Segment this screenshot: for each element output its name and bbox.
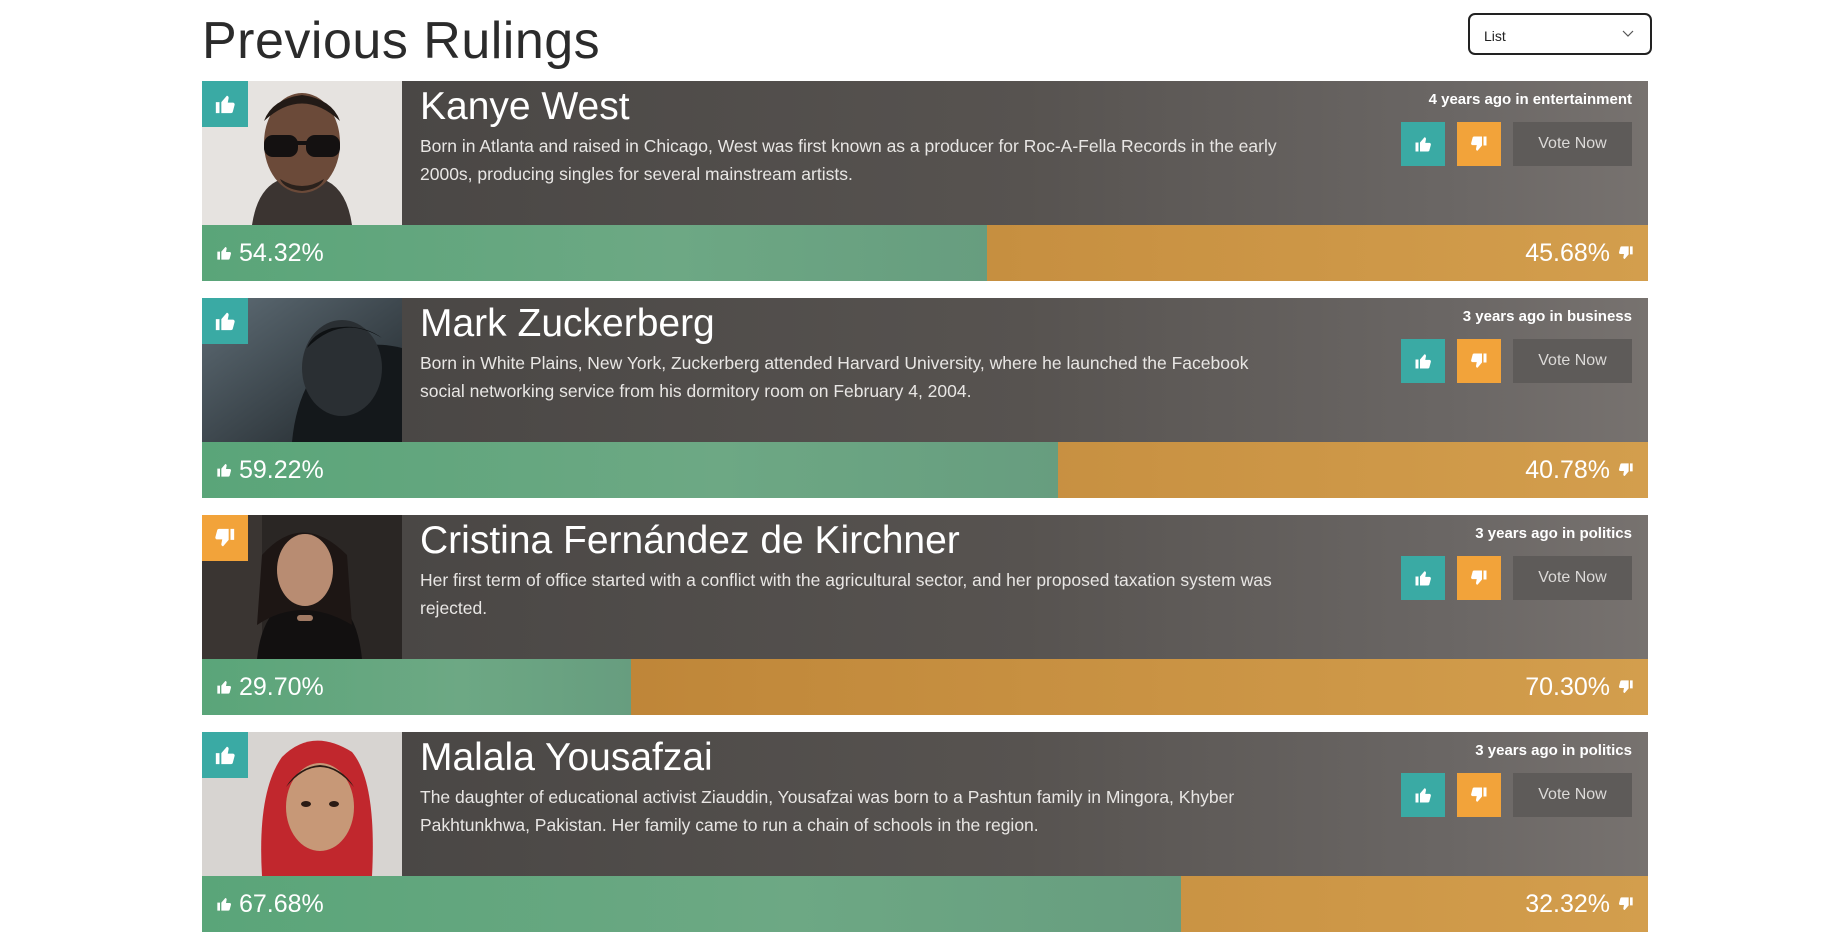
no-percentage: 40.78% bbox=[1525, 442, 1634, 498]
thumbs-down-icon bbox=[1471, 136, 1487, 151]
thumbs-up-icon bbox=[217, 464, 232, 477]
thumbs-down-icon bbox=[215, 528, 235, 547]
view-select-dropdown[interactable]: List bbox=[1468, 13, 1652, 55]
no-percentage: 32.32% bbox=[1525, 876, 1634, 932]
yes-percentage: 54.32% bbox=[216, 225, 324, 281]
vote-now-button[interactable]: Vote Now bbox=[1513, 339, 1632, 383]
thumbs-up-icon bbox=[1415, 137, 1431, 152]
vote-actions: Vote Now bbox=[1401, 773, 1632, 817]
ruling-meta: 4 years ago in entertainment bbox=[1428, 91, 1632, 108]
vote-actions: Vote Now bbox=[1401, 339, 1632, 383]
ruling-card: Malala Yousafzai The daughter of educati… bbox=[202, 732, 1648, 932]
thumbs-down-button[interactable] bbox=[1457, 122, 1501, 166]
thumbs-up-icon bbox=[1415, 354, 1431, 369]
vote-now-button[interactable]: Vote Now bbox=[1513, 773, 1632, 817]
ruling-description: Born in Atlanta and raised in Chicago, W… bbox=[420, 136, 1277, 184]
yes-percentage-value: 54.32% bbox=[239, 238, 324, 267]
result-bar: 29.70% 70.30% bbox=[202, 659, 1648, 715]
ruling-card: Cristina Fernández de Kirchner Her first… bbox=[202, 515, 1648, 715]
yes-fill bbox=[202, 442, 1059, 498]
thumbs-down-icon bbox=[1471, 570, 1487, 585]
yes-percentage-value: 29.70% bbox=[239, 672, 324, 701]
thumbs-down-icon bbox=[1618, 897, 1633, 910]
rulings-container: Previous Rulings List bbox=[202, 0, 1652, 949]
yes-fill bbox=[202, 876, 1181, 932]
ruling-card: Mark Zuckerberg Born in White Plains, Ne… bbox=[202, 298, 1648, 498]
yes-fill bbox=[202, 225, 988, 281]
yes-percentage-value: 59.22% bbox=[239, 455, 324, 484]
ruling-card: Kanye West Born in Atlanta and raised in… bbox=[202, 81, 1648, 281]
yes-percentage: 67.68% bbox=[216, 876, 324, 932]
ruling-name: Kanye West bbox=[420, 85, 630, 128]
chevron-down-icon bbox=[1620, 25, 1636, 41]
no-percentage-value: 32.32% bbox=[1525, 889, 1610, 918]
ruling-meta: 3 years ago in business bbox=[1462, 308, 1632, 325]
verdict-badge bbox=[202, 298, 248, 344]
thumbs-up-icon bbox=[217, 898, 232, 911]
thumbs-up-icon bbox=[1415, 571, 1431, 586]
thumbs-down-icon bbox=[1471, 787, 1487, 802]
thumbs-up-icon bbox=[217, 247, 232, 260]
vote-actions: Vote Now bbox=[1401, 556, 1632, 600]
vote-now-button[interactable]: Vote Now bbox=[1513, 122, 1632, 166]
thumbs-up-icon bbox=[217, 681, 232, 694]
thumbs-up-button[interactable] bbox=[1401, 339, 1445, 383]
verdict-badge bbox=[202, 515, 248, 561]
no-percentage: 70.30% bbox=[1525, 659, 1634, 715]
ruling-description: The daughter of educational activist Zia… bbox=[420, 787, 1235, 835]
thumbs-up-button[interactable] bbox=[1401, 122, 1445, 166]
yes-percentage: 29.70% bbox=[216, 659, 324, 715]
yes-percentage-value: 67.68% bbox=[239, 889, 324, 918]
ruling-description: Her first term of office started with a … bbox=[420, 570, 1272, 618]
ruling-meta: 3 years ago in politics bbox=[1475, 742, 1632, 759]
thumbs-up-button[interactable] bbox=[1401, 773, 1445, 817]
ruling-name: Malala Yousafzai bbox=[420, 736, 713, 779]
yes-fill bbox=[202, 659, 632, 715]
result-bar: 67.68% 32.32% bbox=[202, 876, 1648, 932]
thumbs-down-icon bbox=[1618, 680, 1633, 693]
thumbs-down-button[interactable] bbox=[1457, 556, 1501, 600]
portrait-image bbox=[202, 732, 402, 876]
portrait-image bbox=[202, 298, 402, 442]
page-header: Previous Rulings List bbox=[202, 0, 1652, 81]
page-title: Previous Rulings bbox=[202, 12, 601, 70]
thumbs-up-icon bbox=[1415, 788, 1431, 803]
no-percentage-value: 70.30% bbox=[1525, 672, 1610, 701]
no-percentage: 45.68% bbox=[1525, 225, 1634, 281]
verdict-badge bbox=[202, 732, 248, 778]
yes-percentage: 59.22% bbox=[216, 442, 324, 498]
thumbs-up-button[interactable] bbox=[1401, 556, 1445, 600]
thumbs-up-icon bbox=[215, 95, 235, 114]
result-bar: 54.32% 45.68% bbox=[202, 225, 1648, 281]
thumbs-down-icon bbox=[1618, 463, 1633, 476]
thumbs-down-button[interactable] bbox=[1457, 773, 1501, 817]
ruling-description: Born in White Plains, New York, Zuckerbe… bbox=[420, 353, 1249, 401]
thumbs-up-icon bbox=[215, 746, 235, 765]
result-bar: 59.22% 40.78% bbox=[202, 442, 1648, 498]
thumbs-down-icon bbox=[1618, 246, 1633, 259]
ruling-meta: 3 years ago in politics bbox=[1475, 525, 1632, 542]
thumbs-down-icon bbox=[1471, 353, 1487, 368]
ruling-name: Cristina Fernández de Kirchner bbox=[420, 519, 960, 562]
ruling-name: Mark Zuckerberg bbox=[420, 302, 715, 345]
view-select-value: List bbox=[1484, 28, 1506, 44]
vote-actions: Vote Now bbox=[1401, 122, 1632, 166]
vote-now-button[interactable]: Vote Now bbox=[1513, 556, 1632, 600]
thumbs-down-button[interactable] bbox=[1457, 339, 1501, 383]
no-percentage-value: 45.68% bbox=[1525, 238, 1610, 267]
verdict-badge bbox=[202, 81, 248, 127]
no-percentage-value: 40.78% bbox=[1525, 455, 1610, 484]
thumbs-up-icon bbox=[215, 312, 235, 331]
